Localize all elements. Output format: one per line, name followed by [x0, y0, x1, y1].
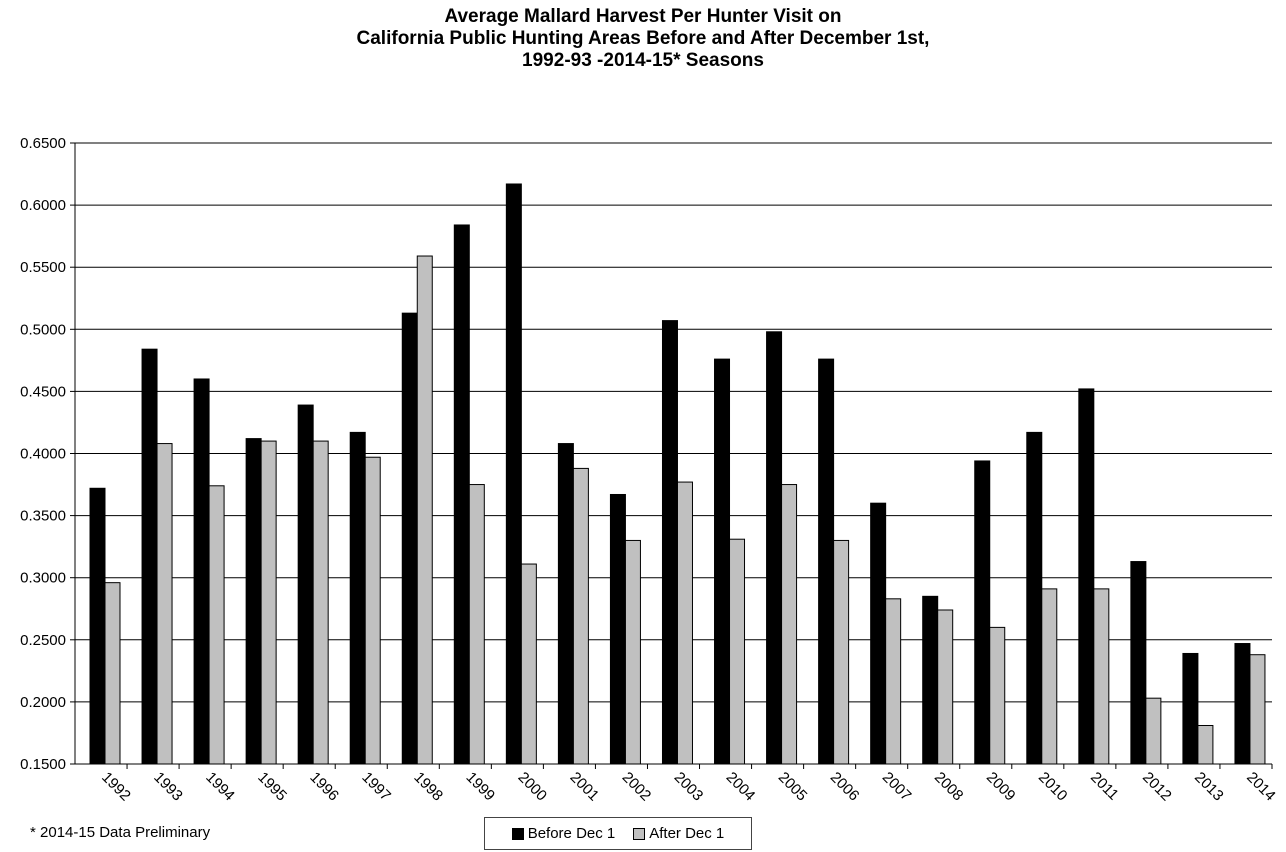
bar-after	[989, 626, 1006, 765]
x-tick-label: 2007	[879, 769, 915, 805]
bar-after	[781, 484, 798, 765]
bar-after	[468, 484, 485, 765]
x-tick-label: 2009	[983, 769, 1019, 805]
bar-after	[624, 539, 641, 765]
x-tick-label: 2006	[827, 769, 863, 805]
legend-swatch-after	[633, 827, 646, 840]
x-tick-label: 2012	[1139, 769, 1175, 805]
y-tick-label: 0.5000	[20, 321, 66, 338]
x-tick-label: 2008	[931, 769, 967, 805]
x-tick-label: 2011	[1087, 769, 1122, 804]
x-tick-label: 1994	[202, 769, 238, 805]
bar-after	[416, 255, 433, 765]
bar-before	[193, 378, 210, 765]
legend-label-after: After Dec 1	[649, 825, 725, 842]
bar-before	[89, 487, 106, 765]
legend-item-before: Before Dec 1	[511, 825, 616, 842]
bar-after	[833, 539, 850, 765]
x-tick-label: 2005	[775, 769, 811, 805]
y-tick-label: 0.3000	[20, 570, 66, 587]
bar-before	[297, 404, 314, 765]
x-tick-label: 2014	[1243, 769, 1279, 805]
bar-after	[104, 582, 121, 765]
bar-before	[349, 431, 366, 765]
x-tick-label: 2013	[1191, 769, 1227, 805]
y-tick-label: 0.6000	[20, 197, 66, 214]
bar-before	[1026, 431, 1043, 765]
x-tick-label: 1999	[462, 769, 498, 805]
y-tick-label: 0.5500	[20, 259, 66, 276]
bar-after	[1041, 588, 1058, 765]
x-tick-label: 1992	[98, 769, 134, 805]
x-tick-label: 2004	[723, 769, 759, 805]
bar-before	[974, 460, 991, 765]
bar-before	[1182, 652, 1199, 765]
x-tick-label: 1997	[358, 769, 394, 805]
bar-after	[1145, 697, 1162, 765]
bar-before	[922, 595, 939, 765]
x-tick-label: 1998	[410, 769, 446, 805]
x-tick-label: 2003	[671, 769, 707, 805]
y-tick-label: 0.2000	[20, 694, 66, 711]
bar-before	[714, 358, 731, 765]
chart-title-line-1: Average Mallard Harvest Per Hunter Visit…	[444, 6, 842, 27]
bar-after	[520, 563, 537, 765]
x-tick-label: 2000	[515, 769, 551, 805]
bar-after	[156, 443, 173, 765]
bar-after	[364, 456, 381, 765]
bar-before	[870, 502, 887, 765]
bar-after	[572, 467, 589, 765]
bar-before	[401, 312, 418, 765]
footnote: * 2014-15 Data Preliminary	[30, 824, 211, 841]
bar-after	[937, 609, 954, 765]
legend-swatch-before	[511, 827, 524, 840]
legend-item-after: After Dec 1	[633, 825, 724, 842]
y-tick-label: 0.6500	[20, 135, 66, 152]
bar-before	[505, 183, 522, 765]
bar-after	[208, 485, 225, 765]
bar-after	[260, 440, 277, 765]
bar-after	[729, 538, 746, 765]
bar-before	[818, 358, 835, 765]
bar-before	[453, 224, 470, 765]
bar-before	[141, 348, 158, 765]
bar-before	[557, 443, 574, 765]
y-tick-label: 0.1500	[20, 756, 66, 773]
bar-after	[676, 481, 693, 765]
x-tick-label: 1996	[306, 769, 342, 805]
bar-before	[1078, 388, 1095, 765]
x-tick-label: 2001	[567, 769, 603, 805]
bar-before	[1130, 561, 1147, 765]
x-tick-label: 2002	[619, 769, 655, 805]
bar-after	[1197, 724, 1214, 765]
legend-label-before: Before Dec 1	[527, 825, 616, 842]
bar-before	[609, 493, 626, 765]
bar-before	[766, 331, 783, 765]
x-tick-label: 1995	[254, 769, 290, 805]
y-tick-label: 0.3500	[20, 508, 66, 525]
x-tick-label: 2010	[1035, 769, 1071, 805]
chart-title-line-2: California Public Hunting Areas Before a…	[356, 28, 930, 49]
y-tick-label: 0.4500	[20, 383, 66, 400]
bar-before	[1234, 643, 1251, 765]
y-tick-label: 0.4000	[20, 446, 66, 463]
chart-legend: Before Dec 1 After Dec 1	[484, 817, 752, 850]
bar-after	[312, 440, 329, 765]
x-tick-label: 1993	[150, 769, 186, 805]
bar-after	[885, 598, 902, 765]
bar-before	[661, 320, 678, 765]
bar-after	[1093, 588, 1110, 765]
y-tick-label: 0.2500	[20, 632, 66, 649]
bar-after	[1249, 654, 1266, 765]
bar-before	[245, 438, 262, 765]
chart-title-line-3: 1992-93 -2014-15* Seasons	[522, 50, 764, 71]
chart-title: Average Mallard Harvest Per Hunter Visit…	[0, 6, 1286, 72]
